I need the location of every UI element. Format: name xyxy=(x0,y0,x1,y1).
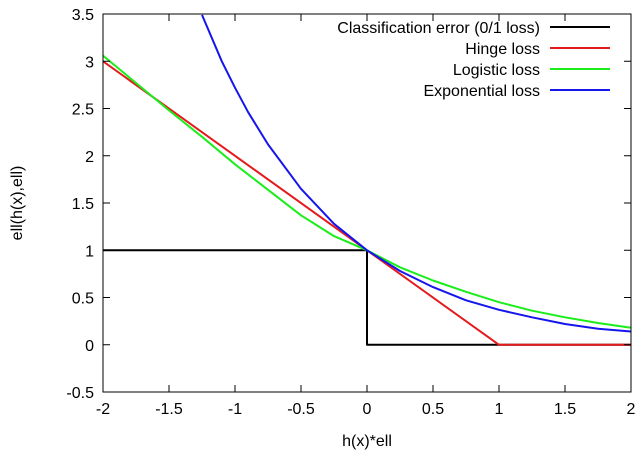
x-tick-label: 0.5 xyxy=(422,401,444,418)
x-tick-label: -1 xyxy=(228,401,242,418)
x-tick-label: 1.5 xyxy=(554,401,576,418)
y-tick-label: 2.5 xyxy=(72,102,94,119)
x-tick-label: -2 xyxy=(96,401,110,418)
y-tick-label: 1 xyxy=(85,243,94,260)
x-axis-title: h(x)*ell xyxy=(342,433,392,450)
y-tick-label: 0 xyxy=(85,338,94,355)
y-axis-title: ell(h(x),ell) xyxy=(9,166,26,241)
x-tick-label: -1.5 xyxy=(155,401,183,418)
x-tick-label: -0.5 xyxy=(287,401,315,418)
legend-label-0: Classification error (0/1 loss) xyxy=(337,20,540,37)
y-tick-label: 3.5 xyxy=(72,7,94,24)
legend-label-2: Logistic loss xyxy=(453,62,540,79)
y-tick-label: 2 xyxy=(85,149,94,166)
legend: Classification error (0/1 loss) Hinge los… xyxy=(337,20,610,100)
series-layer xyxy=(103,14,631,346)
series-line-0 xyxy=(103,249,631,346)
series-line-3 xyxy=(201,14,631,333)
x-tick-label: 2 xyxy=(627,401,636,418)
series-line-1 xyxy=(103,60,631,346)
ticks-layer: -2 -1.5 -1 -0.5 0 0.5 1 1.5 2 -0.5 0 0.5 1 1.5 2 2.5 3 3.… xyxy=(66,7,635,418)
y-tick-label: 1.5 xyxy=(72,196,94,213)
x-tick-label: 0 xyxy=(363,401,372,418)
y-tick-label: 0.5 xyxy=(72,291,94,308)
y-tick-label: -0.5 xyxy=(66,385,94,402)
legend-label-3: Exponential loss xyxy=(423,83,540,100)
x-tick-label: 1 xyxy=(495,401,504,418)
legend-label-1: Hinge loss xyxy=(465,41,540,58)
y-tick-label: 3 xyxy=(85,54,94,71)
